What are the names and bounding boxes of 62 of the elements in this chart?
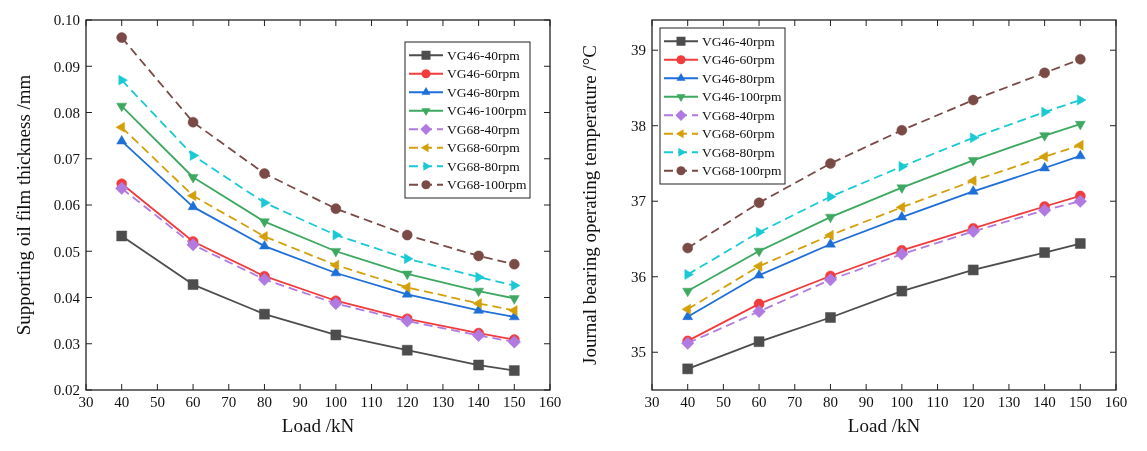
x-tick-label: 150	[503, 394, 526, 410]
x-tick-label: 80	[822, 394, 838, 410]
x-tick-label: 70	[787, 394, 803, 410]
x-tick-label: 30	[644, 394, 660, 410]
y-tick-label: 0.05	[53, 243, 80, 260]
y-axis-title: Journal bearing operating temperature /°C	[579, 45, 600, 365]
x-tick-label: 160	[538, 394, 562, 410]
x-tick-label: 130	[431, 394, 455, 410]
x-tick-label: 100	[890, 394, 914, 410]
legend-label: VG68-80rpm	[447, 158, 521, 174]
x-tick-label: 150	[1069, 394, 1092, 410]
y-tick-label: 0.02	[53, 382, 80, 399]
y-tick-label: 0.10	[53, 12, 80, 29]
legend-label: VG68-100rpm	[447, 177, 527, 193]
x-tick-label: 80	[256, 394, 272, 410]
legend-label: VG46-80rpm	[447, 84, 521, 100]
y-tick-label: 0.04	[53, 289, 81, 306]
y-tick-label: 37	[631, 193, 647, 210]
x-tick-label: 160	[1104, 394, 1128, 410]
y-tick-label: 0.03	[53, 336, 80, 352]
x-tick-label: 110	[926, 394, 949, 410]
x-tick-label: 30	[78, 394, 94, 410]
x-tick-label: 50	[149, 394, 165, 410]
x-tick-label: 130	[997, 394, 1021, 410]
x-tick-label: 90	[858, 394, 874, 410]
legend-label: VG46-100rpm	[702, 89, 782, 105]
legend-label: VG46-40rpm	[702, 33, 776, 49]
y-axis-title: Supporting oil film thickness /mm	[13, 74, 34, 336]
x-tick-label: 100	[324, 394, 348, 410]
y-tick-label: 39	[631, 42, 646, 59]
x-tick-label: 140	[467, 394, 490, 410]
x-tick-label: 40	[114, 394, 130, 410]
x-tick-label: 120	[395, 394, 419, 410]
legend-label: VG68-80rpm	[702, 144, 776, 160]
legend-label: VG46-60rpm	[447, 66, 521, 82]
legend-label: VG68-40rpm	[702, 107, 776, 123]
y-tick-label: 0.06	[53, 197, 81, 214]
legend-label: VG68-60rpm	[702, 126, 776, 142]
x-tick-label: 120	[961, 394, 985, 410]
x-tick-label: 110	[360, 394, 383, 410]
y-tick-label: 35	[631, 344, 646, 361]
y-tick-label: 0.09	[53, 58, 80, 75]
x-axis-title: Load /kN	[281, 415, 355, 436]
x-tick-label: 70	[221, 394, 237, 410]
x-tick-label: 90	[292, 394, 308, 410]
legend-label: VG68-60rpm	[447, 140, 521, 156]
legend-label: VG46-80rpm	[702, 70, 776, 86]
legend-label: VG68-100rpm	[702, 163, 782, 179]
x-tick-label: 40	[680, 394, 696, 410]
y-tick-label: 36	[631, 268, 647, 285]
x-tick-label: 60	[751, 394, 767, 410]
x-axis-title: Load /kN	[847, 415, 921, 436]
legend-label: VG68-40rpm	[447, 121, 521, 137]
x-tick-label: 50	[715, 394, 731, 410]
legend-label: VG46-40rpm	[447, 47, 521, 63]
x-tick-label: 140	[1033, 394, 1056, 410]
x-tick-label: 60	[185, 394, 201, 410]
y-tick-label: 38	[631, 117, 646, 134]
y-tick-label: 0.07	[53, 151, 81, 167]
legend-label: VG46-100rpm	[447, 103, 527, 119]
legend-label: VG46-60rpm	[702, 52, 776, 68]
y-tick-label: 0.08	[53, 104, 80, 121]
